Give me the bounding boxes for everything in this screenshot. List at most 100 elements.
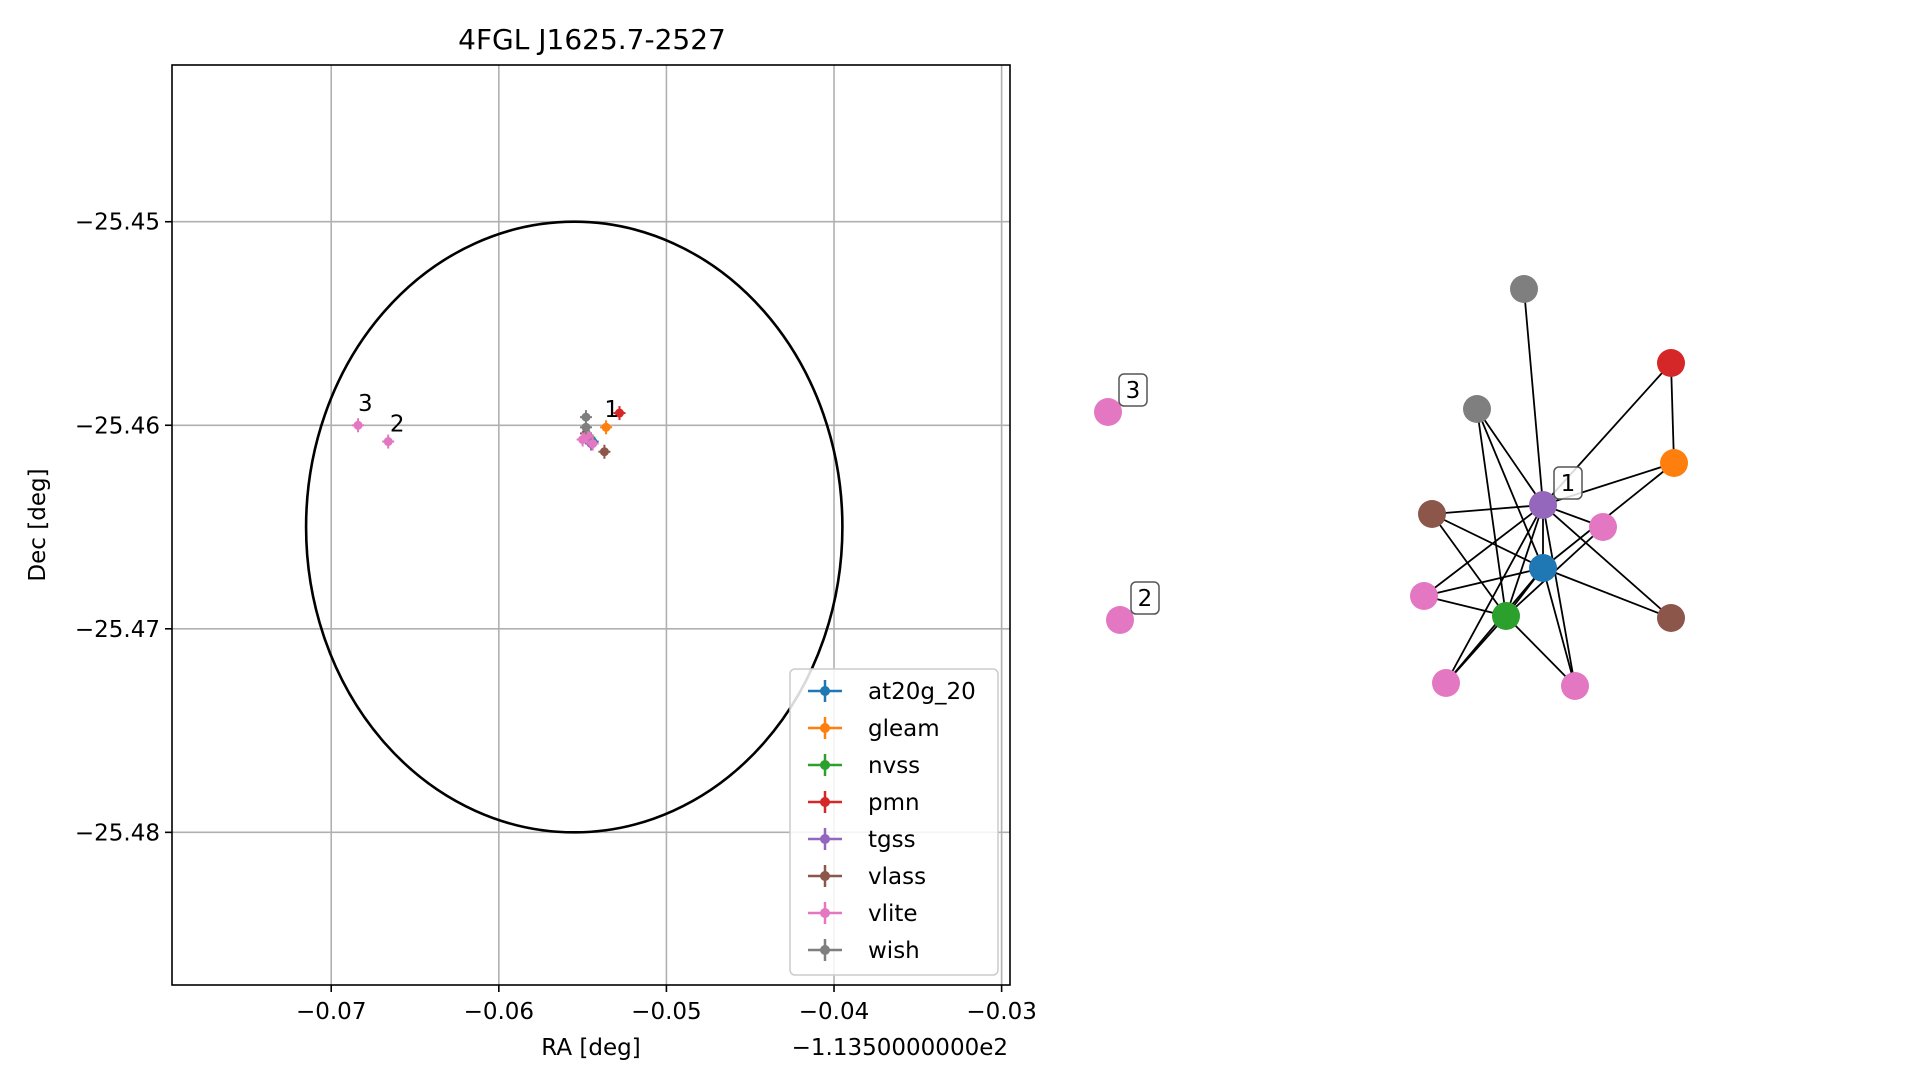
marker (601, 422, 611, 432)
y-axis-ticks: −25.45 −25.46 −25.47 −25.48 (75, 210, 172, 846)
data-point-pmn (613, 406, 626, 421)
legend-label: pmn (868, 790, 920, 816)
graph-node-n2 (1106, 606, 1134, 634)
graph-node-pinkL (1410, 582, 1438, 610)
graph-edge (1445, 615, 1507, 684)
graph-node-red (1657, 349, 1685, 377)
data-point-gleam (600, 420, 613, 435)
x-tick-label: −0.04 (799, 999, 869, 1025)
graph-edge (1431, 513, 1507, 617)
node-label-purple: 1 (1553, 466, 1583, 500)
legend-swatch-marker (820, 945, 830, 955)
chart-title: 4FGL J1625.7-2527 (458, 23, 726, 56)
ellipse-outline (304, 220, 844, 834)
data-point-wish (579, 420, 592, 435)
data-point-vlite (382, 434, 395, 449)
plot-frame (171, 64, 1011, 986)
graph-edge (1505, 504, 1544, 617)
marker (383, 437, 393, 447)
legend-swatch-marker (820, 908, 830, 918)
legend-entry-vlass: vlass (808, 864, 926, 890)
legend-entry-pmn: pmn (808, 790, 920, 816)
graph-node-labels: 3 2 1 (1118, 373, 1583, 615)
legend-swatch-marker (820, 760, 830, 770)
node-label-n2: 2 (1130, 581, 1160, 615)
x-axis-offset: −1.1350000000e2 (792, 1035, 1008, 1061)
legend-entry-tgss: tgss (808, 827, 916, 853)
node-label-box (1553, 466, 1583, 500)
legend-label: vlite (868, 901, 918, 927)
node-label-box (1130, 581, 1160, 615)
y-tick-label: −25.47 (75, 617, 160, 643)
graph-node-pinkBL (1432, 669, 1460, 697)
graph-node-orange (1660, 449, 1688, 477)
legend-label: gleam (868, 716, 940, 742)
graph-edge (1523, 288, 1544, 506)
legend-label: tgss (868, 827, 916, 853)
marker (588, 439, 598, 449)
graph-node-green (1492, 602, 1520, 630)
annotation-label: 3 (358, 391, 373, 417)
legend-entry-wish: wish (808, 938, 920, 964)
graph-node-pinkBR (1561, 672, 1589, 700)
graph-node-blue (1529, 554, 1557, 582)
legend-label: wish (868, 938, 920, 964)
graph-node-grayMid (1463, 395, 1491, 423)
marker (583, 430, 593, 440)
graph-edge (1423, 504, 1544, 597)
graph-node-n3 (1094, 398, 1122, 426)
data-point-vlite (352, 418, 365, 433)
legend-label: vlass (868, 864, 926, 890)
marker (353, 420, 363, 430)
network-graph: 3 2 1 (1094, 275, 1688, 700)
graph-edge (1476, 408, 1544, 569)
x-tick-label: −0.05 (631, 999, 701, 1025)
legend-frame (789, 668, 999, 976)
scatter-panel: 4FGL J1625.7-2527 123 −0.07 −0.06 −0.05 −0.… (25, 23, 1037, 1061)
graph-edge (1476, 408, 1544, 506)
legend-swatch-marker (820, 797, 830, 807)
legend-swatch-marker (820, 723, 830, 733)
graph-edge (1423, 595, 1507, 617)
node-label-box (1118, 373, 1148, 407)
x-tick-label: −0.06 (464, 999, 534, 1025)
graph-node-brownL (1418, 500, 1446, 528)
node-label-n3: 3 (1118, 373, 1148, 407)
graph-edge (1670, 362, 1675, 464)
legend-label: at20g_20 (868, 679, 976, 705)
data-point-wish (579, 410, 592, 425)
graph-edge (1542, 567, 1672, 619)
data-point-vlass (598, 444, 611, 459)
graph-edge (1542, 504, 1672, 619)
x-axis-ticks: −0.07 −0.06 −0.05 −0.04 −0.03 (296, 985, 1037, 1025)
data-point-vlite (586, 436, 599, 451)
x-tick-label: −0.03 (966, 999, 1036, 1025)
legend-swatch-marker (820, 871, 830, 881)
y-axis-label: Dec [deg] (25, 468, 51, 581)
legend-entry-vlite: vlite (808, 901, 918, 927)
legend-entry-at20g_20: at20g_20 (808, 679, 976, 705)
legend-entry-nvss: nvss (808, 753, 920, 779)
x-axis-label: RA [deg] (541, 1035, 640, 1061)
graph-node-purple (1529, 491, 1557, 519)
legend-swatch-marker (820, 686, 830, 696)
marker (581, 412, 591, 422)
graph-edge (1431, 504, 1544, 515)
x-tick-label: −0.07 (296, 999, 366, 1025)
graph-nodes (1094, 275, 1688, 700)
marker (599, 447, 609, 457)
marker (581, 422, 591, 432)
y-tick-label: −25.46 (75, 413, 160, 439)
annotation-label: 2 (390, 411, 405, 437)
graph-node-pinkR (1589, 513, 1617, 541)
y-tick-label: −25.45 (75, 210, 160, 236)
legend-label: nvss (868, 753, 920, 779)
graph-edge (1423, 567, 1544, 597)
graph-edge (1542, 567, 1576, 687)
node-label-text: 1 (1561, 471, 1576, 497)
graph-edge (1445, 504, 1544, 684)
legend-swatch-marker (820, 834, 830, 844)
point-annotations: 1 23 (358, 391, 619, 437)
